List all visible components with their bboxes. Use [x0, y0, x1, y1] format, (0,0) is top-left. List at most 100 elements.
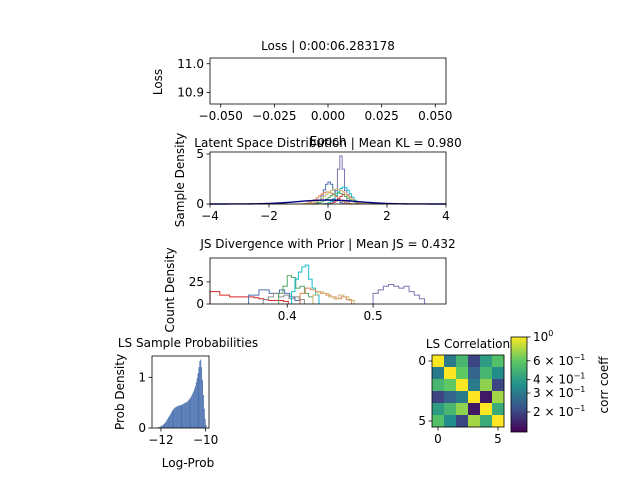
corr-cell — [468, 355, 481, 368]
y-tick-label: 5 — [196, 147, 204, 161]
prob-bar — [180, 405, 182, 428]
x-tick-label: −12 — [148, 433, 173, 447]
loss-xlabel: Epoch — [310, 134, 347, 148]
prob-axes-frame — [151, 355, 210, 429]
prob-bar — [202, 379, 203, 428]
prob-bar — [179, 405, 181, 428]
js-title: JS Divergence with Prior | Mean JS = 0.4… — [199, 237, 455, 251]
latent-series-line — [210, 155, 446, 205]
loss-title: Loss | 0:00:06.283178 — [261, 39, 395, 53]
x-tick-label: −2 — [260, 209, 278, 223]
x-tick-label: −0.050 — [199, 109, 243, 123]
prob-bar — [198, 367, 200, 428]
prob-bar — [190, 397, 192, 428]
corr-cell — [492, 391, 505, 404]
prob-bar — [159, 426, 161, 428]
js-ticks: 0.4 0.5 0 25 — [189, 275, 383, 323]
prob-bar — [164, 422, 166, 428]
js-histograms — [209, 264, 426, 304]
y-tick-label: 0 — [196, 297, 204, 311]
js-panel: 0.4 0.5 0 25 JS Divergence with Prior | Mea… — [163, 237, 456, 333]
prob-ylabel: Prob Density — [113, 354, 127, 430]
corr-cell — [432, 379, 445, 392]
x-tick-label: 0 — [434, 432, 442, 446]
prob-bar — [163, 423, 165, 428]
corr-cell — [432, 367, 445, 380]
corr-cell — [468, 379, 481, 392]
colorbar-tick-label: 2 × 10−1 — [533, 404, 585, 419]
latent-ticks: −4 −2 0 2 4 0 5 — [196, 147, 449, 223]
corr-cell — [468, 367, 481, 380]
corr-cell — [432, 355, 445, 368]
loss-panel: Loss | 0:00:06.283178 Loss Epoch −0.050−… — [151, 39, 452, 148]
prob-bar — [176, 406, 178, 428]
corr-cell — [492, 379, 505, 392]
corr-cell — [444, 367, 457, 380]
x-tick-label: −0.025 — [252, 109, 296, 123]
prob-bar — [161, 425, 163, 428]
prob-bar — [205, 424, 207, 428]
prob-bar — [177, 406, 178, 428]
prob-bar — [196, 378, 198, 428]
corr-cell — [480, 415, 493, 428]
prob-bar — [158, 426, 160, 428]
js-ylabel: Count Density — [163, 247, 177, 332]
colorbar — [510, 336, 528, 433]
prob-bar — [185, 402, 186, 428]
corr-cell — [480, 379, 493, 392]
prob-bar — [169, 414, 171, 428]
prob-bar — [185, 402, 187, 428]
y-tick-label: 0 — [418, 354, 426, 368]
corr-cell — [468, 415, 481, 428]
prob-bar — [199, 361, 201, 428]
corr-cell — [492, 415, 505, 428]
corr-cell — [444, 355, 457, 368]
prob-bar — [192, 393, 194, 428]
corr-cell — [480, 403, 493, 416]
prob-bar — [189, 398, 191, 428]
corr-axes-frame — [431, 354, 505, 428]
y-tick-label: 0 — [196, 197, 204, 211]
corr-cell — [432, 403, 445, 416]
corr-cell — [444, 391, 457, 404]
x-tick-label: 0 — [324, 209, 332, 223]
x-tick-label: 4 — [442, 209, 450, 223]
corr-ticks: 0 505 — [418, 354, 501, 446]
js-series-step — [262, 292, 305, 304]
js-series-step — [278, 275, 314, 304]
prob-bar — [170, 412, 172, 428]
latent-curves — [209, 155, 447, 205]
prob-bar — [197, 373, 199, 428]
prob-ticks: −12 −10 0 1 — [138, 370, 218, 447]
js-series-step — [209, 291, 289, 304]
colorbar-ticks: 100 6 × 10−1 4 × 10−13 × 10−1 2 × 10−1 — [527, 329, 585, 419]
prob-bar — [182, 404, 184, 428]
y-tick-label: 25 — [189, 275, 204, 289]
x-tick-label: 2 — [383, 209, 391, 223]
colorbar-tick-label: 4 × 10−1 — [533, 372, 585, 387]
y-tick-label: 1 — [138, 370, 146, 384]
corr-cell — [444, 403, 457, 416]
y-tick-label: 0 — [138, 421, 146, 435]
prob-bar — [178, 405, 180, 428]
corr-cell — [456, 391, 469, 404]
x-tick-label: 0.000 — [311, 109, 345, 123]
prob-bar — [202, 395, 204, 428]
x-tick-label: 5 — [494, 432, 502, 446]
prob-bar — [166, 420, 168, 428]
corr-cell — [492, 355, 505, 368]
y-tick-label: 11.0 — [177, 57, 204, 71]
prob-bar — [184, 403, 186, 428]
corr-cell — [456, 415, 469, 428]
corr-cell — [432, 391, 445, 404]
corr-heatmap — [432, 355, 505, 428]
corr-cell — [432, 415, 445, 428]
prob-bar — [168, 417, 169, 428]
loss-ticks: −0.050 −0.025 0.000 0.025 0.050 10.9 11.0 — [177, 57, 452, 123]
latent-series-line — [210, 186, 446, 205]
prob-bar — [187, 400, 189, 428]
prob-bar — [167, 418, 169, 428]
colorbar-tick-label: 100 — [533, 329, 553, 344]
prob-bar — [204, 418, 206, 428]
